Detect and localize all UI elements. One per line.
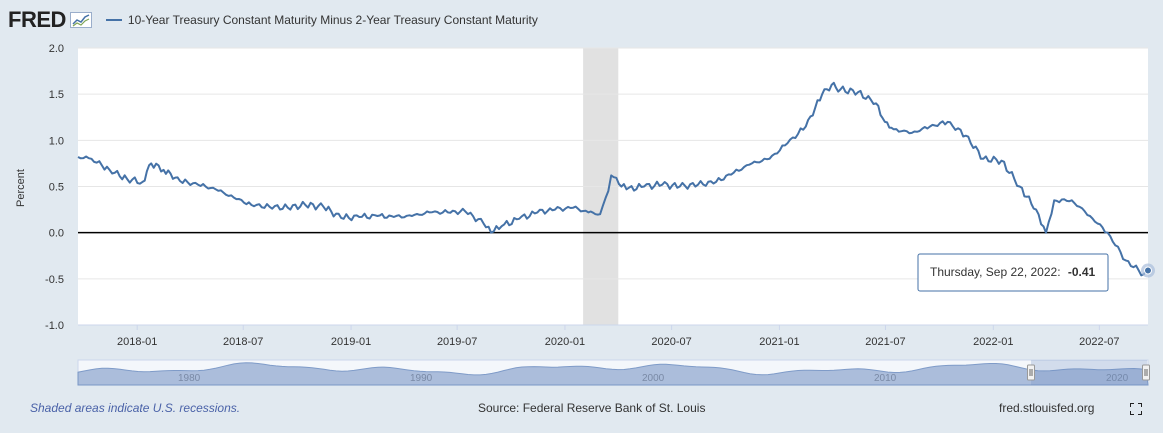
- x-tick-label: 2020-07: [651, 336, 691, 348]
- x-tick-label: 2019-07: [437, 336, 477, 348]
- navigator-handle[interactable]: [1142, 364, 1150, 381]
- y-tick-label: 1.5: [49, 89, 64, 101]
- y-tick-label: 2.0: [49, 43, 64, 55]
- tooltip: Thursday, Sep 22, 2022: -0.41: [917, 253, 1109, 292]
- navigator-handle[interactable]: [1027, 364, 1035, 381]
- fred-logo[interactable]: FRED: [8, 7, 66, 32]
- x-tick-label: 2020-01: [545, 336, 585, 348]
- y-tick-label: 0.5: [49, 182, 64, 194]
- site-link[interactable]: fred.stlouisfed.org: [999, 401, 1095, 415]
- tooltip-date: Thursday, Sep 22, 2022:: [930, 265, 1061, 279]
- hover-point: [1144, 266, 1152, 275]
- x-tick-label: 2021-07: [865, 336, 905, 348]
- navigator-label: 2010: [874, 373, 897, 384]
- navigator: 1980 1990 2000 2010 2020: [77, 359, 1150, 386]
- x-axis: 2018-01 2018-07 2019-01 2019-07 2020-01 2020-…: [78, 324, 1148, 348]
- navigator-series: [77, 362, 1149, 386]
- recession-note: Shaded areas indicate U.S. recessions.: [30, 401, 241, 415]
- y-tick-label: -1.0: [45, 320, 64, 332]
- y-tick-label: -0.5: [45, 274, 64, 286]
- navigator-selection: [1031, 360, 1147, 385]
- y-tick-label: 0.0: [49, 228, 64, 240]
- svg-text:Thursday, Sep 22, 2022:: Thursday, Sep 22, 2022: -0.41: [930, 265, 1096, 279]
- chart-header: FRED 10-Year Treasury Constant Maturity …: [8, 5, 538, 35]
- navigator-label: 1980: [178, 373, 201, 384]
- source-note: Source: Federal Reserve Bank of St. Loui…: [478, 401, 706, 415]
- x-tick-label: 2018-01: [117, 336, 157, 348]
- series-line: [77, 81, 1149, 277]
- y-axis-label: Percent: [15, 169, 27, 207]
- navigator-label: 2000: [642, 373, 665, 384]
- x-tick-label: 2022-01: [973, 336, 1013, 348]
- series-title[interactable]: 10-Year Treasury Constant Maturity Minus…: [127, 13, 538, 27]
- tooltip-value: -0.41: [1068, 265, 1096, 279]
- y-tick-label: 1.0: [49, 135, 64, 147]
- x-tick-label: 2022-07: [1079, 336, 1119, 348]
- x-tick-label: 2018-07: [223, 336, 263, 348]
- x-tick-label: 2019-01: [331, 336, 371, 348]
- fullscreen-icon[interactable]: [1130, 403, 1142, 415]
- navigator-label: 2020: [1106, 373, 1129, 384]
- legend-line: [105, 19, 122, 21]
- series-layer: [77, 81, 1155, 278]
- navigator-label: 1990: [410, 373, 433, 384]
- y-axis: 2.0 1.5 1.0 0.5 0.0 -0.5 -1.0: [45, 43, 64, 332]
- fred-chart-icon: [69, 12, 92, 28]
- x-tick-label: 2021-01: [759, 336, 799, 348]
